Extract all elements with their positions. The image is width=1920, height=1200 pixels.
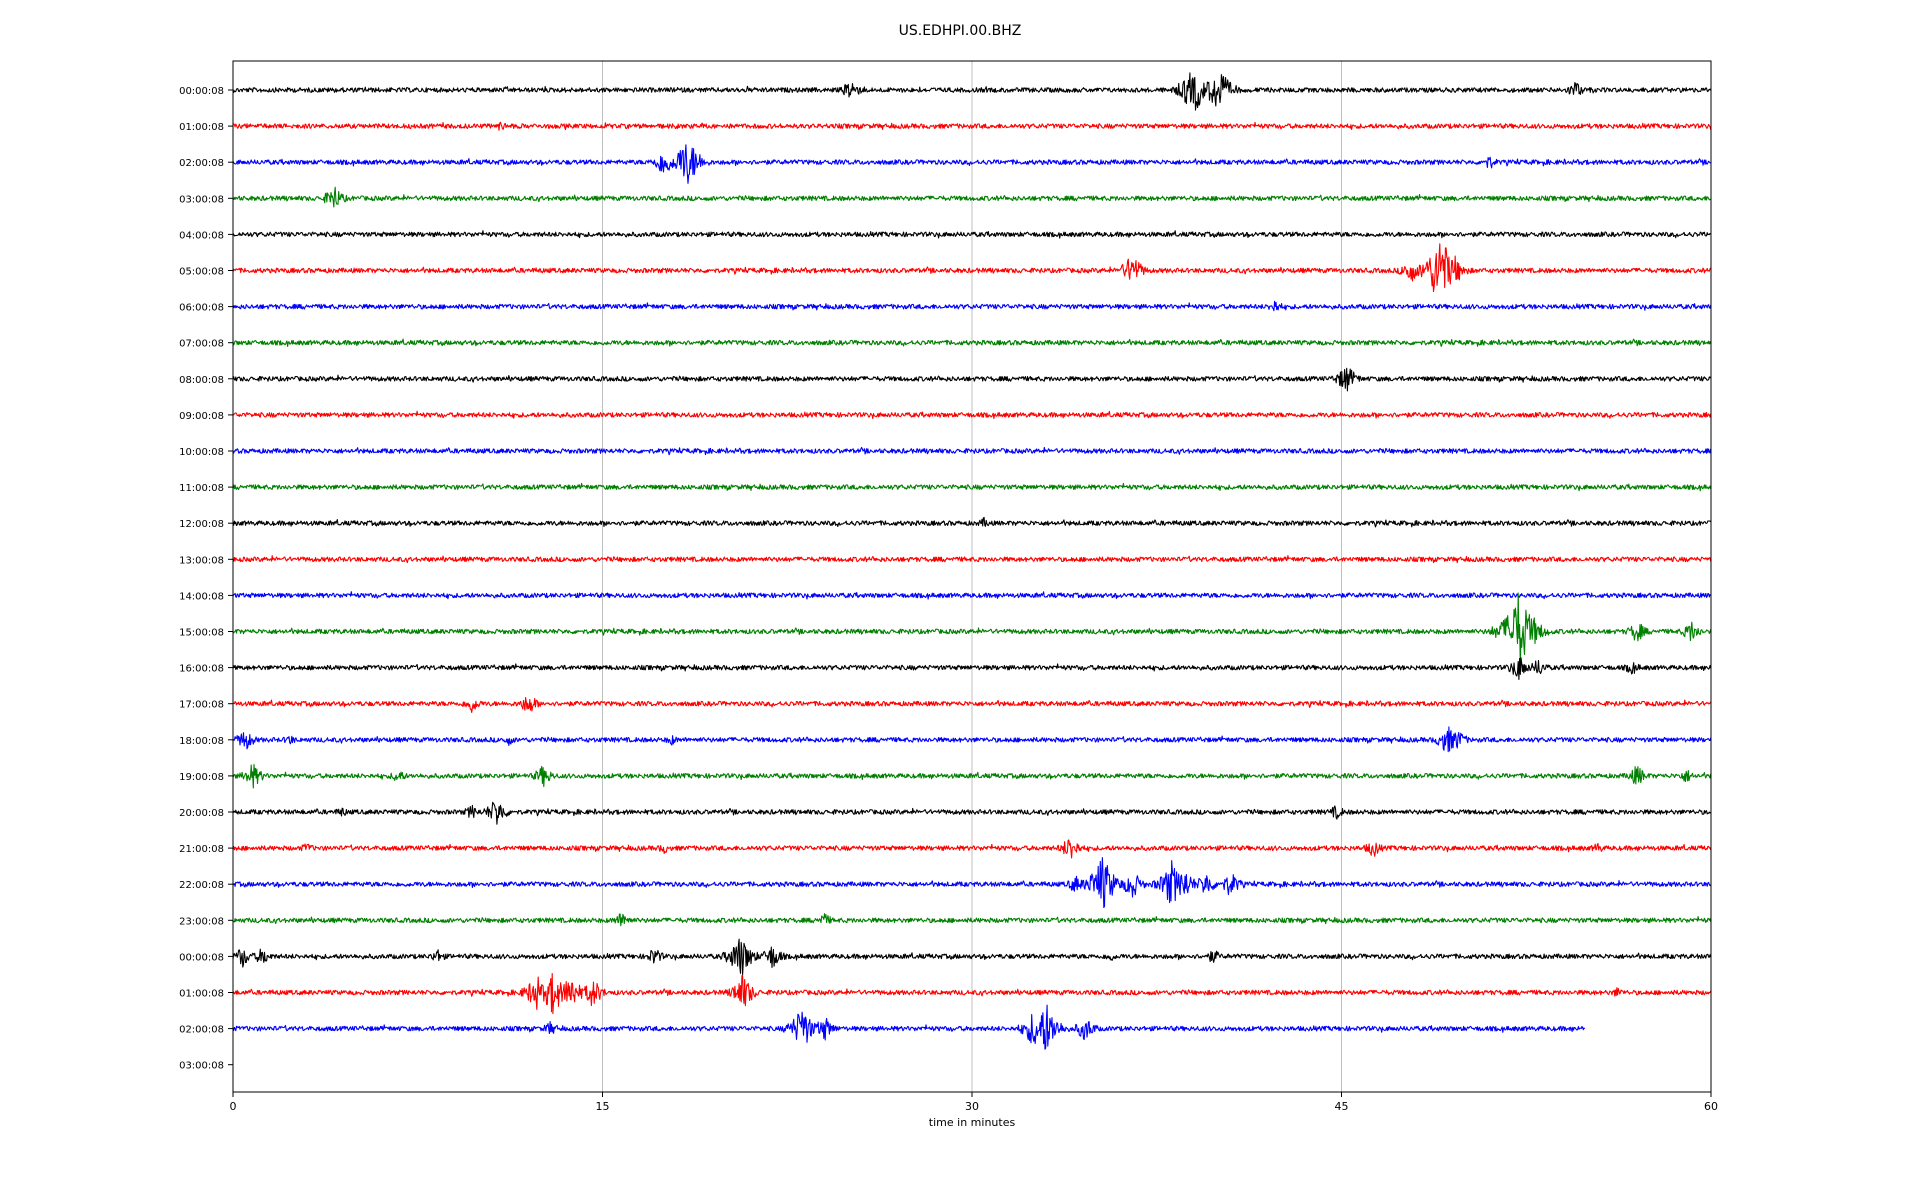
trace-row-14: [232, 591, 1712, 600]
x-tick-label-0: 0: [230, 1100, 237, 1113]
row-label-4: 04:00:08: [179, 230, 224, 241]
trace-row-3: [232, 186, 1712, 208]
trace-row-0: [232, 72, 1712, 111]
x-tick-label-30: 30: [965, 1100, 979, 1113]
trace-row-1: [232, 121, 1712, 131]
row-label-11: 11:00:08: [179, 483, 224, 494]
row-label-27: 03:00:08: [179, 1061, 224, 1072]
trace-row-17: [232, 697, 1712, 713]
row-label-18: 18:00:08: [179, 736, 224, 747]
row-label-13: 13:00:08: [179, 555, 224, 566]
trace-row-23: [232, 913, 1712, 927]
row-label-16: 16:00:08: [179, 664, 224, 675]
trace-row-21: [232, 839, 1712, 859]
row-label-12: 12:00:08: [179, 519, 224, 530]
trace-row-20: [232, 801, 1712, 825]
vertical-gridlines: [602, 61, 1342, 1092]
row-label-2: 02:00:08: [179, 158, 224, 169]
row-label-1: 01:00:08: [179, 122, 224, 133]
trace-row-18: [232, 726, 1712, 753]
trace-row-19: [232, 764, 1712, 789]
row-label-23: 23:00:08: [179, 916, 224, 927]
trace-row-10: [232, 446, 1712, 456]
trace-row-22: [232, 857, 1712, 909]
row-label-8: 08:00:08: [179, 375, 224, 386]
row-label-7: 07:00:08: [179, 339, 224, 350]
row-label-20: 20:00:08: [179, 808, 224, 819]
row-label-25: 01:00:08: [179, 989, 224, 1000]
trace-row-9: [232, 410, 1712, 420]
trace-row-11: [232, 482, 1712, 492]
row-label-3: 03:00:08: [179, 194, 224, 205]
row-labels: 00:00:08 01:00:08 02:00:08 03:00:08 04:00:08…: [179, 86, 233, 1072]
chart-title: US.EDHPI.00.BHZ: [899, 23, 1022, 39]
x-axis-label: time in minutes: [929, 1116, 1016, 1129]
trace-row-2: [232, 144, 1711, 184]
trace-row-5: [232, 243, 1712, 293]
trace-row-7: [232, 338, 1712, 347]
trace-row-8: [232, 367, 1712, 392]
plot-frame: [232, 60, 1712, 1093]
trace-row-6: [232, 300, 1712, 312]
row-label-14: 14:00:08: [179, 591, 224, 602]
x-tick-label-60: 60: [1704, 1100, 1718, 1113]
row-label-22: 22:00:08: [179, 880, 224, 891]
x-tick-label-15: 15: [596, 1100, 610, 1113]
row-label-0: 00:00:08: [179, 86, 224, 97]
row-label-26: 02:00:08: [179, 1025, 224, 1036]
row-label-19: 19:00:08: [179, 772, 224, 783]
trace-row-26: [232, 1004, 1586, 1050]
row-label-17: 17:00:08: [179, 700, 224, 711]
trace-row-15: [232, 592, 1712, 666]
row-label-21: 21:00:08: [179, 844, 224, 855]
trace-row-12: [232, 516, 1712, 528]
trace-layer: [232, 72, 1712, 1050]
row-label-6: 06:00:08: [179, 303, 224, 314]
row-label-15: 15:00:08: [179, 628, 224, 639]
row-label-10: 10:00:08: [179, 447, 224, 458]
trace-row-16: [232, 657, 1712, 681]
row-label-24: 00:00:08: [179, 952, 224, 963]
x-tick-label-45: 45: [1335, 1100, 1349, 1113]
trace-row-24: [232, 938, 1712, 976]
row-label-9: 09:00:08: [179, 411, 224, 422]
trace-row-25: [232, 972, 1712, 1015]
x-axis-ticks: 0 15 30 45 60: [230, 1092, 1718, 1113]
row-label-5: 05:00:08: [179, 267, 224, 278]
trace-row-4: [232, 230, 1711, 239]
trace-row-13: [232, 555, 1712, 564]
